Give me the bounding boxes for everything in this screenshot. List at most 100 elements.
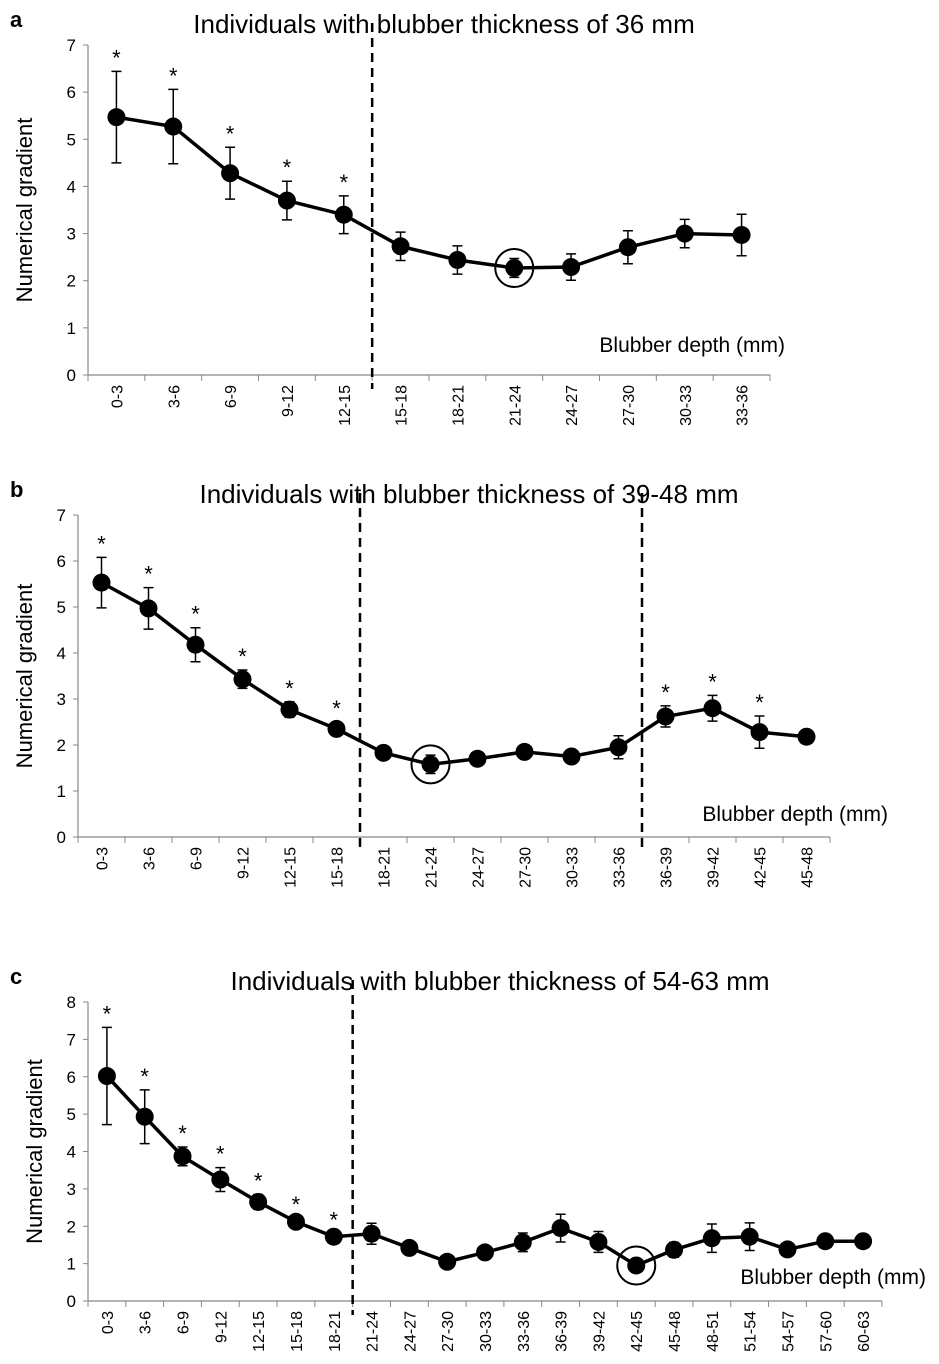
data-point [656,707,675,726]
x-tick-label: 9-12 [280,385,297,417]
x-tick-label: 33-36 [735,385,752,426]
data-point [816,1232,835,1251]
significance-marker: * [226,121,235,146]
significance-marker: * [661,680,670,705]
data-point [740,1227,759,1246]
data-point [139,599,158,618]
x-tick-label: 15-18 [289,1311,306,1352]
y-tick-label: 7 [67,36,76,55]
x-tick-label: 36-39 [554,1311,571,1352]
significance-marker: * [169,63,178,88]
significance-marker: * [708,669,717,694]
significance-marker: * [144,562,153,587]
significance-marker: * [283,155,292,180]
x-tick-label: 42-45 [629,1311,646,1352]
y-tick-label: 4 [67,1143,76,1162]
y-tick-label: 6 [67,83,76,102]
significance-marker: * [103,1001,112,1026]
data-line [100,581,807,767]
x-tick-label: 36-39 [659,847,676,888]
data-point [515,742,534,761]
significance-marker: * [178,1121,187,1146]
y-tick-label: 6 [57,552,66,571]
data-point [551,1219,570,1238]
y-axis-label: Numerical gradient [12,118,37,303]
significance-marker: * [285,676,294,701]
panel-label: a [10,7,23,32]
data-point [438,1252,457,1271]
x-tick-label: 45-48 [667,1311,684,1352]
x-tick-label: 6-9 [176,1311,193,1334]
y-tick-label: 3 [57,690,66,709]
significance-marker: * [755,690,764,715]
data-point [400,1238,419,1257]
x-tick-label: 42-45 [753,847,770,888]
x-tick-label: 6-9 [223,385,240,408]
x-tick-label: 15-18 [330,847,347,888]
data-point [135,1107,154,1126]
y-tick-label: 7 [57,506,66,525]
data-point [233,670,252,689]
x-tick-label: 24-27 [402,1311,419,1352]
x-tick-label: 21-24 [424,847,441,888]
x-tick-label: 39-42 [591,1311,608,1352]
data-line [116,115,742,270]
y-tick-label: 2 [67,272,76,291]
x-tick-label: 39-42 [706,847,723,888]
highlight-circle [616,1245,657,1286]
significance-marker: * [140,1064,149,1089]
significance-marker: * [339,170,348,195]
data-point [374,743,393,762]
chart-title: Individuals with blubber thickness of 54… [230,966,769,996]
data-point [448,250,467,269]
x-tick-label: 3-6 [142,847,159,870]
data-point [627,1256,646,1275]
data-point [280,700,299,719]
data-point [249,1192,268,1211]
x-tick-label: 6-9 [189,847,206,870]
x-tick-label: 9-12 [236,847,253,879]
y-tick-label: 0 [67,1292,76,1311]
x-tick-label: 24-27 [564,385,581,426]
data-point [665,1240,684,1259]
highlight-circle [494,247,535,288]
y-tick-label: 4 [57,644,66,663]
x-tick-label: 27-30 [518,847,535,888]
x-tick-label: 24-27 [471,847,488,888]
x-tick-label: 45-48 [800,847,817,888]
significance-marker: * [216,1142,225,1167]
data-point [391,237,410,256]
data-point [778,1240,797,1259]
y-tick-label: 5 [57,598,66,617]
panel-label: c [10,964,22,989]
y-tick-label: 1 [57,782,66,801]
x-tick-label: 30-33 [678,385,695,426]
significance-marker: * [97,531,106,556]
y-tick-label: 2 [67,1217,76,1236]
significance-marker: * [238,644,247,669]
significance-marker: * [112,45,121,70]
x-tick-label: 57-60 [818,1311,835,1352]
data-point [286,1212,305,1231]
significance-marker: * [329,1208,338,1233]
x-tick-label: 60-63 [856,1311,873,1352]
significance-marker: * [191,602,200,627]
data-point [468,749,487,768]
data-point [513,1233,532,1252]
y-tick-label: 1 [67,1255,76,1274]
data-point [362,1224,381,1243]
x-tick-label: 18-21 [327,1311,344,1352]
data-point [211,1170,230,1189]
significance-marker: * [292,1192,301,1217]
data-point [732,225,751,244]
data-point [618,238,637,257]
x-tick-label: 54-57 [780,1311,797,1352]
data-point [750,723,769,742]
y-tick-label: 4 [67,177,76,196]
data-point [92,573,111,592]
annotation: Blubber depth (mm) [702,803,888,826]
data-point [589,1232,608,1251]
data-point [221,164,240,183]
y-tick-label: 3 [67,1180,76,1199]
y-tick-label: 0 [67,366,76,385]
